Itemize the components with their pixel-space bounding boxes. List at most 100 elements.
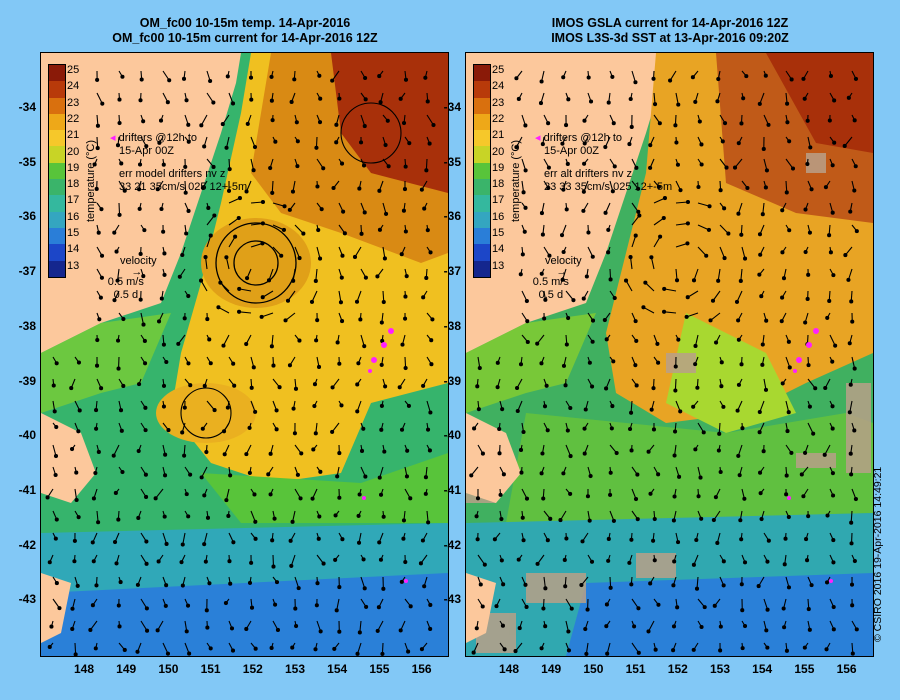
colorbar-label: 22 — [67, 112, 80, 125]
lat-tick-label: -42 — [18, 537, 36, 552]
colorbar-label: 25 — [67, 64, 80, 76]
velocity-arrow-icon: → — [131, 266, 143, 278]
lon-tick-label: 152 — [667, 662, 688, 676]
right-colorbar-title: temperature (°C) — [510, 139, 522, 222]
colorbar-swatch — [49, 113, 65, 131]
drifter-markers — [362, 328, 408, 583]
drifter-markers — [787, 328, 833, 583]
right-title-line2: IMOS L3S-3d SST at 13-Apr-2016 09:20Z — [551, 31, 789, 45]
lat-tick-label: -39 — [443, 373, 461, 388]
lon-tick-label: 156 — [411, 662, 432, 676]
lat-tick-label: -39 — [18, 373, 36, 388]
colorbar-swatch — [474, 113, 490, 131]
lat-tick-label: -40 — [18, 428, 36, 443]
left-drifters-legend: ◂ drifters @12h to 15-Apr 00Z — [110, 132, 197, 158]
right-velocity-legend: velocity → 0.5 m/s 0.5 d — [520, 255, 582, 302]
lon-tick-label: 153 — [284, 662, 306, 676]
lat-tick-label: -34 — [18, 100, 36, 114]
right-map — [465, 52, 874, 657]
colorbar-swatch — [474, 211, 490, 228]
right-drifters-legend: ◂ drifters @12h to 15-Apr 00Z — [535, 132, 622, 158]
colorbar-swatch — [474, 162, 490, 180]
velocity-arrow-icon: → — [556, 266, 568, 278]
colorbar-swatch — [49, 227, 65, 245]
left-title-line2: OM_fc00 10-15m current for 14-Apr-2016 1… — [112, 31, 378, 45]
colorbar-swatch — [474, 195, 490, 212]
lon-tick-label: 154 — [327, 662, 348, 676]
lon-tick-label: 155 — [794, 662, 815, 676]
lat-tick-label: -40 — [443, 428, 461, 443]
left-colorbar — [48, 64, 66, 278]
err-label-1: err model drifters nv z — [119, 168, 226, 180]
lon-tick-label: 155 — [369, 662, 390, 676]
velocity-value: 0.5 m/s — [532, 276, 569, 288]
lon-tick-label: 148 — [498, 662, 520, 676]
velocity-label: velocity — [120, 255, 157, 267]
velocity-value: 0.5 m/s — [107, 276, 144, 288]
velocity-time: 0.5 d — [538, 289, 564, 301]
colorbar-label: 22 — [492, 112, 505, 125]
colorbar-label: 16 — [492, 210, 505, 223]
lon-tick-label: 151 — [625, 662, 646, 676]
colorbar-label: 13 — [67, 259, 80, 272]
lat-tick-label: -36 — [18, 209, 36, 224]
drifter-legend-icon: ◂ — [110, 132, 116, 144]
colorbar-swatch — [474, 130, 490, 147]
lon-tick-label: 151 — [200, 662, 221, 676]
colorbar-swatch — [474, 81, 490, 98]
current-vectors — [45, 70, 436, 656]
colorbar-label: 17 — [67, 194, 80, 207]
lat-tick-label: -38 — [443, 318, 461, 333]
lon-tick-label: 149 — [116, 662, 137, 676]
err-label-2: 23 33 35cm/s 025 12+-5m — [544, 181, 673, 193]
colorbar-label: 16 — [67, 210, 80, 223]
colorbar-swatch — [474, 179, 490, 196]
colorbar-swatch — [49, 97, 65, 114]
colorbar-swatch — [49, 162, 65, 180]
lat-tick-label: -43 — [18, 592, 36, 607]
colorbar-swatch — [49, 260, 65, 277]
lat-tick-label: -42 — [443, 537, 461, 552]
drifters-label-1: drifters @12h to — [118, 132, 198, 144]
err-label-2: 33 21 35cm/s 025 12+-5m — [119, 181, 248, 193]
colorbar-label: 25 — [492, 64, 505, 76]
colorbar-swatch — [474, 244, 490, 261]
left-title: OM_fc00 10-15m temp. 14-Apr-2016 OM_fc00… — [40, 16, 450, 46]
lon-tick-label: 153 — [709, 662, 731, 676]
velocity-label: velocity — [545, 255, 582, 267]
current-vectors — [469, 70, 859, 656]
island — [41, 413, 96, 503]
left-velocity-legend: velocity → 0.5 m/s 0.5 d — [95, 255, 157, 302]
right-colorbar — [473, 64, 491, 278]
island — [466, 413, 521, 503]
err-label-1: err alt drifters nv z — [544, 168, 633, 180]
left-title-line1: OM_fc00 10-15m temp. 14-Apr-2016 — [139, 16, 351, 30]
right-error-legend: err alt drifters nv z 23 33 35cm/s 025 1… — [544, 168, 672, 194]
colorbar-label: 21 — [492, 129, 505, 142]
colorbar-swatch — [474, 146, 490, 163]
colorbar-label: 23 — [67, 96, 80, 109]
colorbar-label: 14 — [67, 243, 80, 256]
colorbar-swatch — [474, 65, 490, 82]
colorbar-label: 18 — [67, 178, 80, 191]
lat-tick-label: -35 — [443, 154, 461, 169]
lat-tick-label: -37 — [18, 264, 36, 279]
colorbar-swatch — [49, 211, 65, 228]
lat-tick-label: -34 — [443, 100, 461, 114]
colorbar-label: 14 — [492, 243, 505, 256]
colorbar-label: 18 — [492, 178, 505, 191]
colorbar-label: 20 — [492, 145, 505, 158]
velocity-time: 0.5 d — [113, 289, 139, 301]
colorbar-label: 17 — [492, 194, 505, 207]
colorbar-swatch — [49, 65, 65, 82]
colorbar-label: 20 — [67, 145, 80, 158]
colorbar-swatch — [49, 244, 65, 261]
colorbar-label: 15 — [492, 227, 505, 240]
drifters-label-2: 15-Apr 00Z — [544, 145, 600, 157]
lat-tick-label: -38 — [18, 318, 36, 333]
colorbar-label: 24 — [492, 80, 505, 93]
lat-tick-label: -43 — [443, 592, 461, 607]
lon-tick-label: 152 — [242, 662, 263, 676]
lat-tick-label: -36 — [443, 209, 461, 224]
colorbar-label: 23 — [492, 96, 505, 109]
